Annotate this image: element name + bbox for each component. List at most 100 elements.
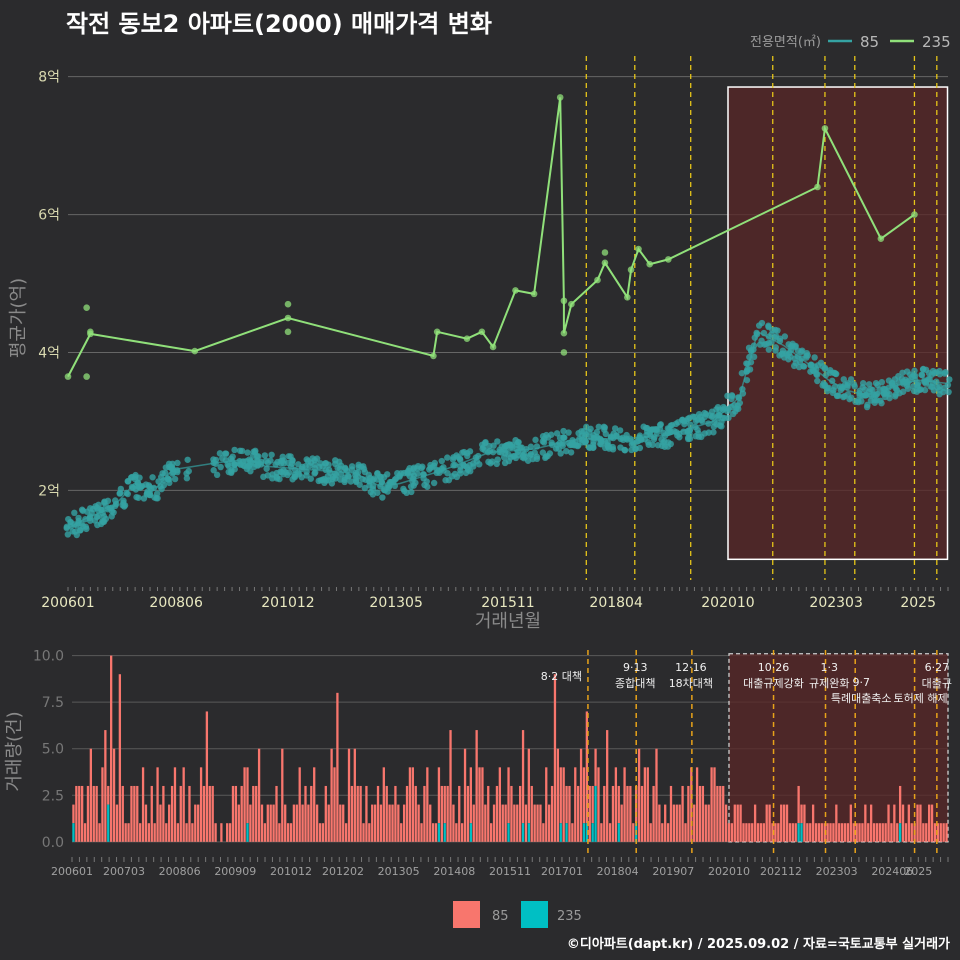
series-85-point [185, 467, 192, 475]
bar-85 [516, 804, 519, 842]
policy-label: 18차대책 [669, 677, 713, 690]
bar-85 [141, 767, 145, 842]
series-85-point [418, 465, 425, 472]
bar-85 [443, 785, 446, 824]
bar-85 [431, 823, 435, 842]
bar-85 [269, 804, 272, 842]
bar-85 [292, 804, 296, 842]
series-85-point [384, 488, 391, 495]
series-85-point [325, 461, 332, 468]
y-axis-title: 거래량(건) [4, 711, 25, 791]
series-85-point [309, 455, 316, 462]
series-85-point [840, 376, 847, 383]
series-85-point [705, 429, 712, 436]
series-85-point [369, 482, 377, 490]
policy-label: 6·27 [925, 661, 950, 674]
bar-85 [858, 823, 861, 842]
bar-85 [849, 804, 852, 842]
bar-85 [429, 804, 432, 842]
series-235-point [284, 300, 292, 308]
series-235-point [556, 94, 564, 101]
bar-85 [687, 785, 690, 842]
bar-85 [463, 748, 467, 842]
policy-label: 9·7 [852, 676, 870, 689]
bar-85 [455, 823, 458, 842]
series-85-point [743, 376, 751, 384]
bar-85 [922, 823, 925, 842]
series-85-point [601, 426, 608, 433]
series-85-point [136, 474, 143, 481]
x-tick-label: 200909 [214, 865, 256, 878]
y-tick-label: 2.5 [42, 788, 64, 804]
policy-label: 대출규제강화 [743, 677, 804, 690]
bar-85 [359, 785, 362, 842]
x-tick-label: 201907 [652, 865, 694, 878]
series-85-point [736, 399, 744, 407]
bar-235 [898, 823, 902, 842]
bar-85 [748, 823, 751, 842]
bar-85 [228, 823, 232, 842]
bar-85 [803, 804, 806, 842]
series-85-point [476, 461, 483, 468]
bar-85 [246, 767, 249, 824]
bar-85 [501, 804, 504, 842]
series-85-point [821, 364, 829, 372]
series-85-point [765, 346, 773, 353]
bar-85 [527, 748, 531, 824]
series-85-point [72, 528, 79, 535]
bar-85 [600, 823, 603, 842]
bar-85 [115, 804, 119, 842]
series-85-point [878, 400, 885, 407]
x-tick-label: 202010 [701, 595, 754, 611]
bar-85 [434, 823, 438, 842]
series-85-point [710, 429, 717, 436]
legend-label-235: 235 [557, 909, 582, 924]
bar-85 [713, 767, 716, 842]
series-235-point [568, 300, 575, 308]
bar-85 [284, 804, 287, 842]
series-85-point [768, 339, 775, 346]
bar-85 [240, 785, 243, 842]
series-85-point [515, 438, 522, 446]
series-85-point [667, 422, 674, 430]
bar-85 [536, 804, 539, 842]
bar-85 [298, 767, 301, 842]
series-85-point [850, 380, 858, 388]
highlight-box [728, 653, 949, 843]
policy-label: 규제완화 [809, 677, 849, 690]
bar-85 [936, 823, 939, 842]
bar-85 [774, 823, 777, 842]
bar-85 [452, 804, 455, 842]
series-85-point [590, 441, 597, 448]
series-85-point [438, 457, 445, 465]
series-85-point [533, 453, 541, 460]
x-tick-label: 202112 [760, 865, 802, 878]
x-tick-label: 202406 [871, 865, 913, 878]
bar-85 [397, 804, 400, 842]
bar-85 [78, 785, 81, 842]
bar-85 [574, 767, 577, 842]
series-85-point [135, 494, 142, 501]
bar-85 [356, 785, 359, 842]
bar-85 [869, 804, 873, 842]
bar-85 [614, 767, 618, 842]
series-85-point [593, 428, 601, 436]
bar-85 [716, 785, 719, 842]
series-85-point [616, 427, 624, 434]
y-tick-label: 2억 [38, 483, 60, 499]
bar-85 [373, 804, 377, 842]
x-tick-label: 201012 [270, 865, 312, 878]
bar-85 [402, 804, 406, 842]
bar-85 [620, 804, 623, 842]
bar-85 [182, 767, 185, 842]
series-85-point [918, 371, 926, 379]
bar-85 [449, 730, 452, 842]
bar-85 [855, 823, 858, 842]
series-85-point [457, 470, 464, 477]
series-235-point [560, 297, 568, 305]
policy-label: 종합대책 [615, 677, 655, 690]
bar-85 [255, 785, 258, 842]
x-tick-label: 201511 [481, 595, 534, 611]
series-85-point [224, 461, 231, 468]
series-235-point [64, 373, 72, 380]
